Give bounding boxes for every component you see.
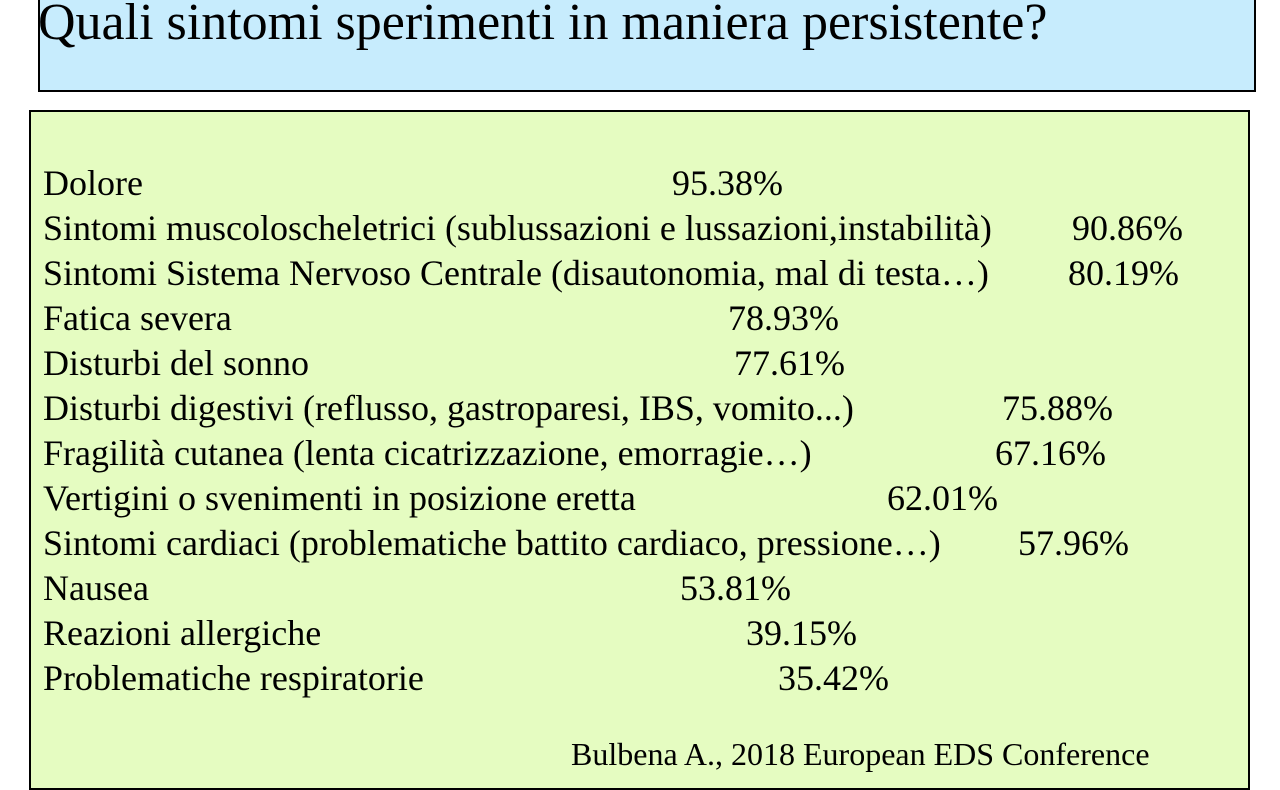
symptom-label: Problematiche respiratorie — [43, 658, 424, 698]
symptom-value: 62.01% — [887, 478, 998, 518]
symptom-row-cutanea: Fragilità cutanea (lenta cicatrizzazione… — [0, 431, 1280, 476]
symptom-value: 75.88% — [1002, 388, 1113, 428]
symptom-value: 80.19% — [1068, 253, 1179, 293]
citation: Bulbena A., 2018 European EDS Conference — [571, 736, 1150, 772]
symptom-label: Sintomi Sistema Nervoso Centrale (disaut… — [43, 253, 989, 293]
symptom-label: Sintomi cardiaci (problematiche battito … — [43, 523, 941, 563]
symptom-value: 95.38% — [672, 163, 783, 203]
symptom-row-fatica: Fatica severa 78.93% — [0, 296, 1280, 341]
symptom-value: 67.16% — [995, 433, 1106, 473]
symptom-label: Fragilità cutanea (lenta cicatrizzazione… — [43, 433, 812, 473]
symptom-value: 77.61% — [734, 343, 845, 383]
symptom-value: 53.81% — [680, 568, 791, 608]
symptom-label: Reazioni allergiche — [43, 613, 322, 653]
symptom-value: 35.42% — [778, 658, 889, 698]
title-box — [38, 0, 1256, 92]
symptom-label: Disturbi del sonno — [43, 343, 309, 383]
symptom-row-sistema-nervoso: Sintomi Sistema Nervoso Centrale (disaut… — [0, 251, 1280, 296]
slide-title: Quali sintomi sperimenti in maniera pers… — [38, 0, 1048, 51]
symptom-value: 57.96% — [1018, 523, 1129, 563]
symptom-label: Fatica severa — [43, 298, 232, 338]
symptom-row-digestivi: Disturbi digestivi (reflusso, gastropare… — [0, 386, 1280, 431]
symptom-label: Sintomi muscoloscheletrici (sublussazion… — [43, 208, 992, 248]
content-box — [29, 110, 1250, 790]
symptom-value: 78.93% — [728, 298, 839, 338]
symptom-label: Disturbi digestivi (reflusso, gastropare… — [43, 388, 854, 428]
symptom-row-allergiche: Reazioni allergiche 39.15% — [0, 611, 1280, 656]
symptom-label: Nausea — [43, 568, 149, 608]
symptom-row-cardiaci: Sintomi cardiaci (problematiche battito … — [0, 521, 1280, 566]
symptom-row-muscoloscheletrici: Sintomi muscoloscheletrici (sublussazion… — [0, 206, 1280, 251]
symptom-row-vertigini: Vertigini o svenimenti in posizione eret… — [0, 476, 1280, 521]
symptom-row-dolore: Dolore 95.38% — [0, 161, 1280, 206]
symptom-value: 39.15% — [746, 613, 857, 653]
symptom-row-respiratorie: Problematiche respiratorie 35.42% — [0, 656, 1280, 701]
symptom-label: Dolore — [43, 163, 143, 203]
symptom-value: 90.86% — [1072, 208, 1183, 248]
symptom-row-sonno: Disturbi del sonno 77.61% — [0, 341, 1280, 386]
symptom-row-nausea: Nausea 53.81% — [0, 566, 1280, 611]
symptom-label: Vertigini o svenimenti in posizione eret… — [43, 478, 636, 518]
